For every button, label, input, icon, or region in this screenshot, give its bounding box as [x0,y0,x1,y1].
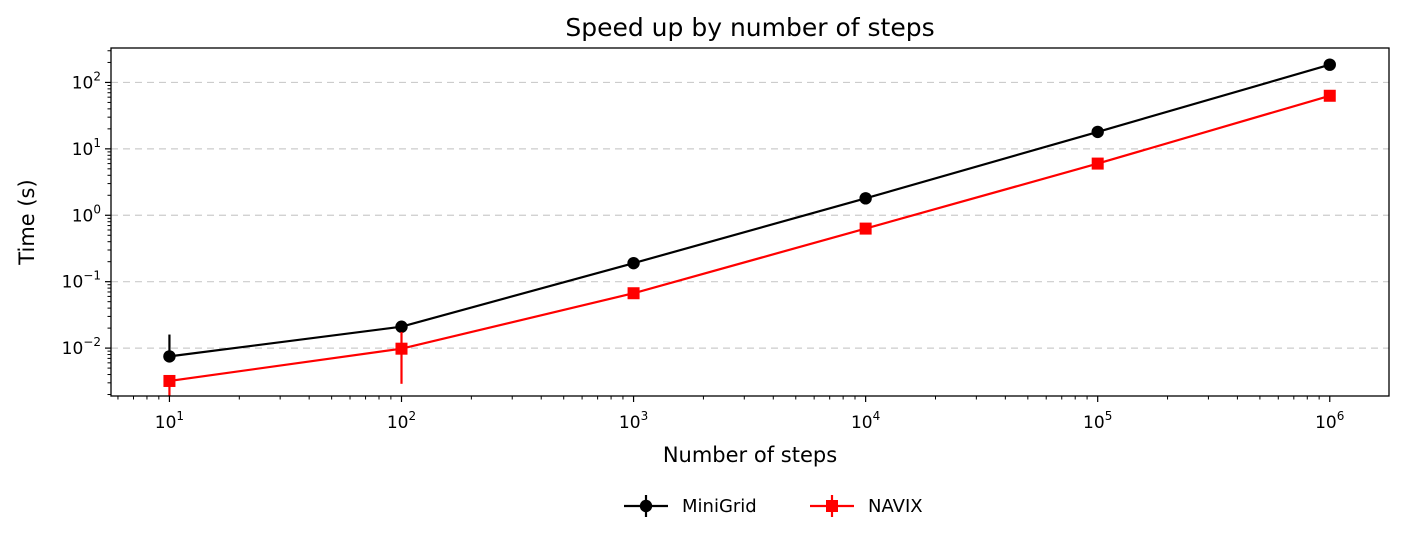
x-tick-label: 103 [619,409,648,433]
y-tick-label: 10−1 [62,269,101,293]
legend-item-navix: NAVIX [810,495,923,517]
grid-lines [111,81,1389,349]
x-tick-base: 10 [1083,413,1105,433]
data-point [1323,58,1336,71]
chart-title: Speed up by number of steps [565,13,934,42]
series-minigrid [163,58,1336,363]
data-point [627,287,640,300]
y-tick-exponent: −2 [83,335,101,349]
x-tick-exponent: 5 [1105,409,1113,423]
x-tick-base: 10 [1315,413,1337,433]
y-tick-base: 10 [62,273,84,293]
legend-label: NAVIX [868,496,923,517]
data-point [859,222,872,235]
y-tick-base: 10 [72,140,94,160]
x-tick-exponent: 4 [873,409,881,423]
data-point [1323,89,1336,102]
data-point [627,256,640,270]
x-tick-base: 10 [851,413,873,433]
x-axis: 101 102 103 104 105 106 [117,396,1344,433]
x-tick-label: 101 [155,409,184,433]
legend-marker [639,499,653,513]
y-tick-exponent: 2 [93,69,101,83]
series-navix [163,89,1336,396]
y-tick-exponent: −1 [83,269,101,283]
data-point [859,192,872,205]
x-tick-exponent: 6 [1337,409,1345,423]
y-tick-base: 10 [62,339,84,359]
series-layer [163,58,1336,396]
data-point [163,374,176,387]
x-tick-label: 106 [1315,409,1344,433]
data-point [395,320,408,333]
y-tick-exponent: 0 [93,202,101,216]
x-tick-base: 10 [387,413,409,433]
data-point [1091,157,1104,170]
x-tick-exponent: 1 [176,409,184,423]
plot-area [110,47,1390,397]
y-tick-exponent: 1 [93,136,101,150]
x-tick-exponent: 2 [409,409,417,423]
x-tick-base: 10 [155,413,177,433]
data-point [163,350,176,363]
data-point [395,342,408,355]
y-axis-label: Time (s) [15,179,39,265]
y-tick-base: 10 [72,206,94,226]
y-tick-label: 10−2 [62,335,101,359]
data-point [1091,125,1104,139]
y-tick-base: 10 [72,73,94,93]
x-tick-label: 104 [851,409,880,433]
series-line [169,63,1331,358]
legend-marker [826,500,838,512]
x-tick-base: 10 [619,413,641,433]
x-tick-label: 105 [1083,409,1112,433]
x-tick-label: 102 [387,409,416,433]
series-line [169,94,1331,383]
x-axis-label: Number of steps [663,443,837,467]
y-tick-label: 102 [72,69,101,93]
legend: MiniGrid NAVIX [624,495,923,517]
legend-item-minigrid: MiniGrid [624,495,757,517]
y-tick-label: 100 [72,202,101,226]
legend-label: MiniGrid [682,496,757,517]
y-tick-label: 101 [72,136,101,160]
x-tick-exponent: 3 [641,409,649,423]
